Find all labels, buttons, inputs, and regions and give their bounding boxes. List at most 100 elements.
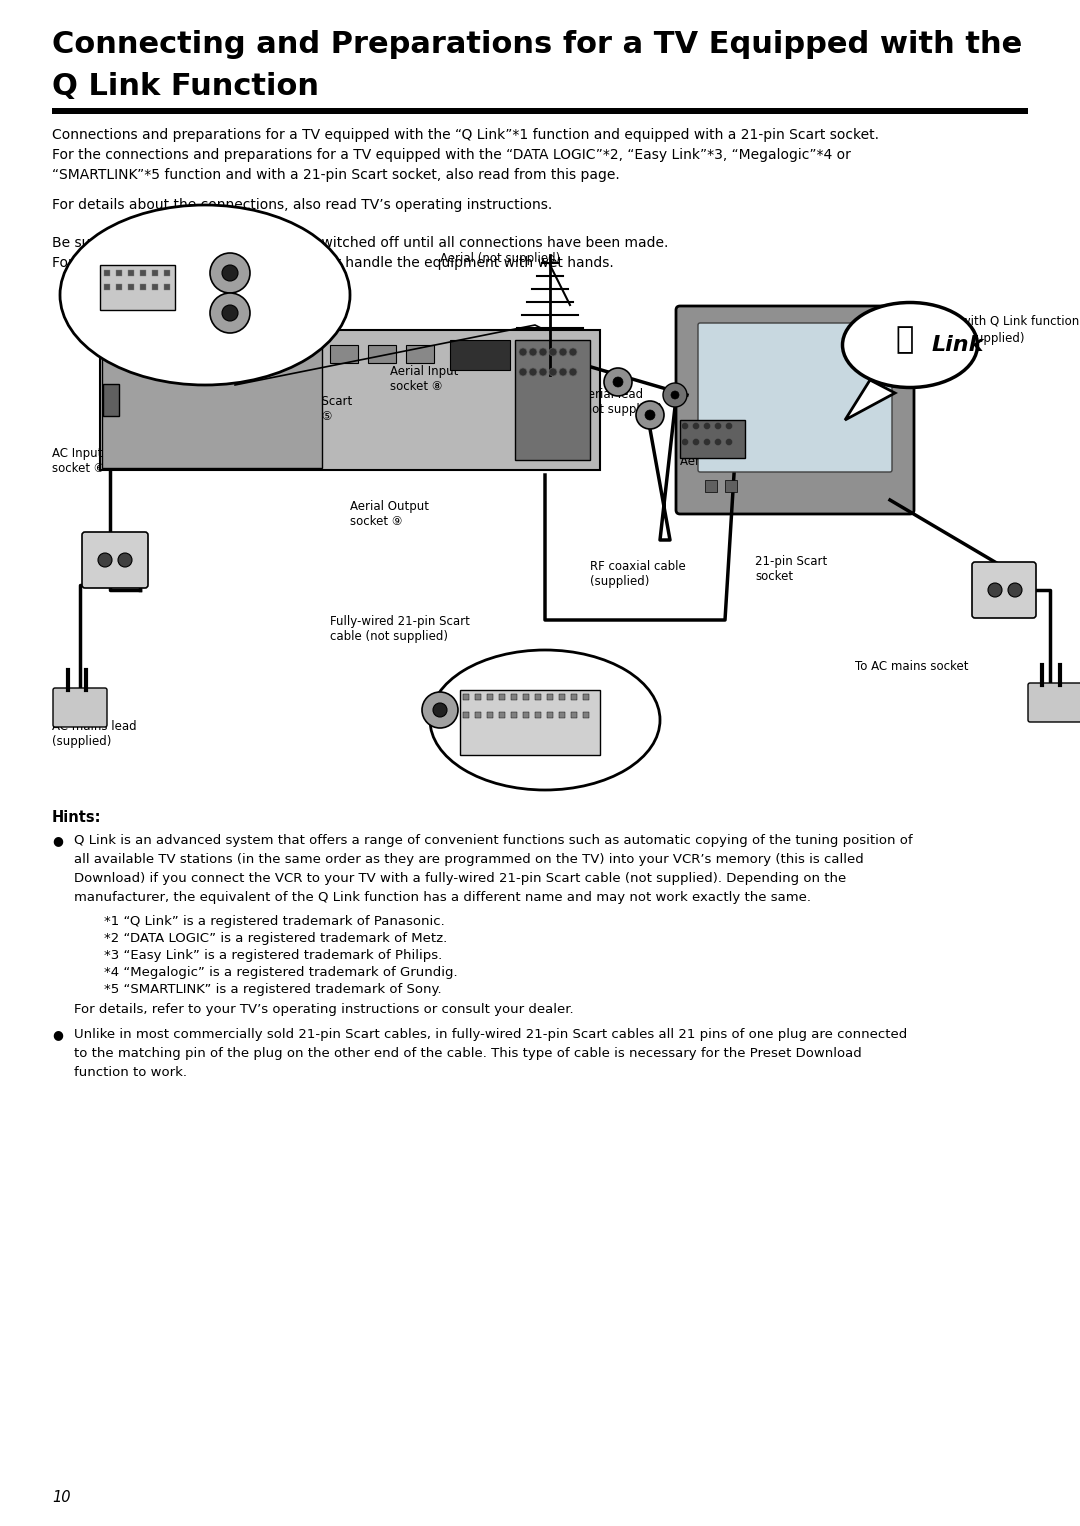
Text: AC mains lead: AC mains lead	[52, 720, 137, 732]
Text: *1 “Q Link” is a registered trademark of Panasonic.: *1 “Q Link” is a registered trademark of…	[104, 916, 445, 928]
Text: Download) if you connect the VCR to your TV with a fully-wired 21-pin Scart cabl: Download) if you connect the VCR to your…	[75, 871, 847, 885]
Text: AC Input: AC Input	[52, 447, 103, 459]
Circle shape	[529, 348, 537, 356]
Bar	[705, 481, 717, 491]
Circle shape	[549, 348, 557, 356]
Circle shape	[681, 423, 689, 429]
Circle shape	[98, 552, 112, 568]
Circle shape	[529, 368, 537, 375]
Text: socket ⑧: socket ⑧	[390, 380, 443, 394]
Text: socket: socket	[755, 571, 793, 583]
Text: Aerial lead: Aerial lead	[580, 388, 643, 401]
Bar	[583, 713, 589, 719]
Bar	[463, 694, 469, 700]
Text: Connections and preparations for a TV equipped with the “Q Link”*1 function and : Connections and preparations for a TV eq…	[52, 128, 879, 142]
Bar	[330, 345, 357, 363]
Text: socket ⑥: socket ⑥	[52, 462, 105, 475]
Bar	[463, 713, 469, 719]
Text: 10: 10	[52, 1489, 70, 1505]
Circle shape	[210, 293, 249, 333]
Circle shape	[569, 368, 577, 375]
Text: Q Link is an advanced system that offers a range of convenient functions such as: Q Link is an advanced system that offers…	[75, 835, 913, 847]
Bar	[511, 713, 517, 719]
Bar	[164, 270, 170, 276]
Bar	[103, 385, 119, 417]
Text: *3 “Easy Link” is a registered trademark of Philips.: *3 “Easy Link” is a registered trademark…	[104, 949, 442, 961]
Text: For your safety, be sure not to connect or handle the equipment with wet hands.: For your safety, be sure not to connect …	[52, 256, 613, 270]
Ellipse shape	[60, 204, 350, 385]
Text: ●: ●	[52, 835, 63, 847]
Bar	[100, 330, 600, 470]
Circle shape	[539, 348, 546, 356]
Circle shape	[210, 253, 249, 293]
Circle shape	[663, 383, 687, 407]
Bar	[114, 342, 305, 360]
Text: ●: ●	[52, 1029, 63, 1041]
Text: manufacturer, the equivalent of the Q Link function has a different name and may: manufacturer, the equivalent of the Q Li…	[75, 891, 811, 903]
Circle shape	[422, 691, 458, 728]
Text: Link: Link	[932, 336, 984, 356]
Text: Be sure to keep both the TV and VCR switched off until all connections have been: Be sure to keep both the TV and VCR swit…	[52, 237, 669, 250]
Circle shape	[433, 703, 447, 717]
Bar	[515, 340, 590, 459]
Bar	[116, 270, 122, 276]
Text: 21-pin Scart: 21-pin Scart	[755, 555, 827, 568]
Circle shape	[1008, 583, 1022, 597]
FancyBboxPatch shape	[698, 324, 892, 472]
Circle shape	[539, 368, 546, 375]
Bar	[546, 694, 553, 700]
Bar	[152, 270, 158, 276]
Text: (supplied): (supplied)	[52, 736, 111, 748]
Text: *4 “Megalogic” is a registered trademark of Grundig.: *4 “Megalogic” is a registered trademark…	[104, 966, 458, 980]
Text: TV with Q Link function: TV with Q Link function	[942, 314, 1079, 328]
Text: Aerial (not supplied): Aerial (not supplied)	[440, 252, 561, 266]
Text: socket ⑨: socket ⑨	[350, 514, 403, 528]
Text: (not supplied): (not supplied)	[580, 403, 662, 417]
Circle shape	[549, 368, 557, 375]
Text: Aerial Input socket: Aerial Input socket	[680, 455, 791, 468]
Bar	[499, 694, 505, 700]
Bar	[104, 284, 110, 290]
Bar	[559, 713, 565, 719]
Text: *5 “SMARTLINK” is a registered trademark of Sony.: *5 “SMARTLINK” is a registered trademark…	[104, 983, 442, 996]
Bar	[499, 713, 505, 719]
Bar	[546, 713, 553, 719]
Circle shape	[703, 438, 711, 446]
Text: Fully-wired 21-pin Scart: Fully-wired 21-pin Scart	[330, 615, 470, 629]
Circle shape	[559, 348, 567, 356]
Text: “SMARTLINK”*5 function and with a 21-pin Scart socket, also read from this page.: “SMARTLINK”*5 function and with a 21-pin…	[52, 168, 620, 182]
Text: (not supplied): (not supplied)	[942, 333, 1025, 345]
Bar	[102, 333, 322, 468]
Circle shape	[726, 438, 732, 446]
Bar	[164, 284, 170, 290]
Text: Q Link Function: Q Link Function	[52, 72, 319, 101]
Ellipse shape	[430, 650, 660, 790]
Text: *2 “DATA LOGIC” is a registered trademark of Metz.: *2 “DATA LOGIC” is a registered trademar…	[104, 932, 447, 945]
Bar	[725, 481, 737, 491]
Circle shape	[988, 583, 1002, 597]
Bar	[487, 713, 492, 719]
Bar	[140, 284, 146, 290]
FancyBboxPatch shape	[82, 533, 148, 588]
Circle shape	[222, 305, 238, 320]
Bar	[523, 713, 529, 719]
Circle shape	[703, 423, 711, 429]
Text: to the matching pin of the plug on the other end of the cable. This type of cabl: to the matching pin of the plug on the o…	[75, 1047, 862, 1061]
Text: socket ⑤: socket ⑤	[280, 410, 333, 423]
Bar	[460, 690, 600, 755]
Circle shape	[569, 348, 577, 356]
Text: For details about the connections, also read TV’s operating instructions.: For details about the connections, also …	[52, 198, 552, 212]
Text: 21-pin Scart: 21-pin Scart	[280, 395, 352, 407]
Text: Hints:: Hints:	[52, 810, 102, 826]
Bar	[129, 270, 134, 276]
Bar	[475, 694, 481, 700]
Bar	[140, 270, 146, 276]
FancyBboxPatch shape	[53, 688, 107, 726]
Bar	[116, 284, 122, 290]
Text: Aerial Input: Aerial Input	[390, 365, 458, 378]
Polygon shape	[845, 380, 895, 420]
Text: function to work.: function to work.	[75, 1067, 187, 1079]
Text: Aerial Output: Aerial Output	[350, 501, 429, 513]
Text: RF coaxial cable: RF coaxial cable	[590, 560, 686, 572]
Bar	[571, 713, 577, 719]
